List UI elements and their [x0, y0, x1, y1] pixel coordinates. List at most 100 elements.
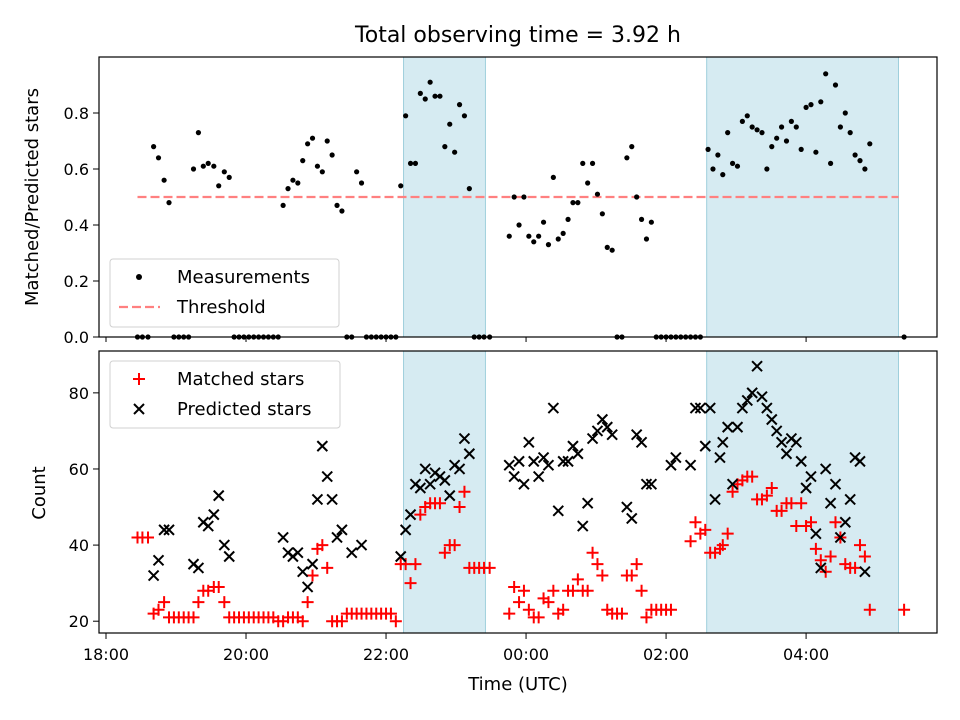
matched-stars-point — [438, 546, 451, 559]
predicted-stars-point — [532, 470, 545, 483]
x-tick-label: 02:00 — [643, 645, 689, 664]
matched-stars-point — [433, 497, 446, 510]
predicted-stars-point — [577, 520, 589, 532]
matched-stars-point — [684, 535, 697, 548]
predicted-stars-point — [596, 413, 609, 426]
predicted-stars-point — [746, 387, 758, 399]
matched-stars-point — [458, 485, 471, 498]
measurement-point — [643, 236, 650, 242]
measurement-point — [604, 244, 610, 250]
measurement-point — [216, 183, 222, 189]
measurement-point — [417, 90, 423, 96]
measurement-point — [437, 93, 443, 99]
predicted-stars-point — [213, 489, 225, 502]
matched-stars-point — [187, 611, 200, 624]
matched-stars-point — [542, 596, 555, 609]
x-tick-label: 18:00 — [83, 645, 129, 664]
predicted-stars-point — [346, 546, 358, 559]
measurement-point — [783, 138, 790, 144]
measurement-point — [832, 82, 839, 88]
measurement-point — [314, 163, 321, 169]
x-tick-label: 04:00 — [783, 645, 829, 664]
measurement-point — [526, 233, 532, 239]
matched-stars-point — [664, 603, 677, 616]
bottom-legend: Matched stars Predicted stars — [109, 360, 341, 429]
predicted-stars-point — [824, 497, 837, 509]
top-panel: 0.00.20.40.60.8 Matched/Predicted stars … — [22, 56, 938, 347]
measurement-point — [506, 233, 512, 239]
measurement-point — [456, 102, 463, 108]
matched-stars-point — [192, 596, 205, 609]
matched-stars-point — [517, 584, 530, 597]
measurement-point — [422, 96, 428, 102]
predicted-stars-point — [567, 440, 579, 452]
measurement-point — [354, 169, 360, 175]
matched-stars-point — [384, 607, 397, 620]
predicted-stars-point — [726, 478, 739, 490]
legend-predicted-marker — [133, 403, 145, 415]
predicted-stars-point — [513, 455, 525, 468]
legend-threshold-label: Threshold — [176, 297, 266, 318]
predicted-stars-point — [311, 493, 324, 506]
top-y-tick-label: 0.2 — [64, 272, 89, 291]
measurement-point — [648, 219, 654, 225]
matched-stars-point — [615, 607, 628, 620]
matched-stars-point — [625, 569, 638, 582]
measurement-point — [842, 110, 848, 116]
measurement-point — [589, 160, 596, 166]
predicted-stars-point — [714, 451, 726, 464]
measurement-point — [634, 194, 640, 200]
measurement-point — [813, 149, 819, 155]
predicted-stars-point — [208, 508, 220, 521]
measurement-point — [754, 127, 760, 133]
measurement-point — [550, 174, 556, 180]
matched-stars-point — [795, 497, 808, 510]
predicted-stars-point — [591, 425, 604, 437]
measurement-point — [531, 239, 537, 245]
measurement-point — [205, 160, 211, 166]
predicted-stars-point — [277, 531, 289, 544]
matched-stars-point — [746, 470, 759, 483]
predicted-stars-point — [756, 390, 768, 403]
predicted-stars-point — [684, 459, 697, 471]
measurement-point — [442, 144, 448, 150]
measurement-point — [725, 130, 731, 136]
measurement-point — [585, 180, 591, 186]
matched-stars-point — [522, 603, 535, 616]
measurement-point — [403, 113, 409, 119]
predicted-stars-point — [528, 455, 540, 468]
bottom-y-tick-label: 40 — [69, 536, 89, 555]
matched-stars-point — [142, 531, 155, 544]
measurement-point — [226, 174, 232, 180]
measurement-point — [827, 160, 834, 166]
matched-stars-point — [699, 523, 712, 536]
measurement-point — [151, 144, 157, 150]
measurement-point — [461, 113, 468, 119]
predicted-stars-point — [547, 402, 560, 414]
matched-stars-point — [532, 611, 545, 624]
predicted-stars-point — [301, 581, 314, 593]
measurement-point — [190, 166, 197, 172]
top-y-tick-label: 0.4 — [64, 216, 89, 235]
predicted-stars-point — [829, 478, 842, 490]
matched-stars-point — [414, 508, 427, 521]
predicted-stars-point — [331, 531, 343, 544]
measurement-point — [580, 160, 586, 166]
measurement-point — [447, 121, 453, 127]
predicted-stars-point — [790, 436, 802, 449]
predicted-stars-point — [844, 493, 856, 506]
measurement-point — [599, 211, 605, 217]
matched-stars-point — [765, 482, 778, 495]
matched-stars-point — [557, 603, 570, 616]
predicted-stars-point — [795, 455, 807, 468]
measurement-point — [280, 202, 286, 208]
measurement-point — [565, 216, 571, 222]
matched-stars-point — [858, 550, 871, 563]
measurement-point — [710, 166, 716, 172]
predicted-stars-point — [601, 421, 613, 433]
matched-stars-point — [849, 561, 862, 574]
predicted-stars-point — [572, 448, 584, 460]
top-legend-box — [109, 258, 340, 328]
x-tick-label: 00:00 — [503, 645, 549, 664]
predicted-stars-point — [859, 566, 871, 578]
